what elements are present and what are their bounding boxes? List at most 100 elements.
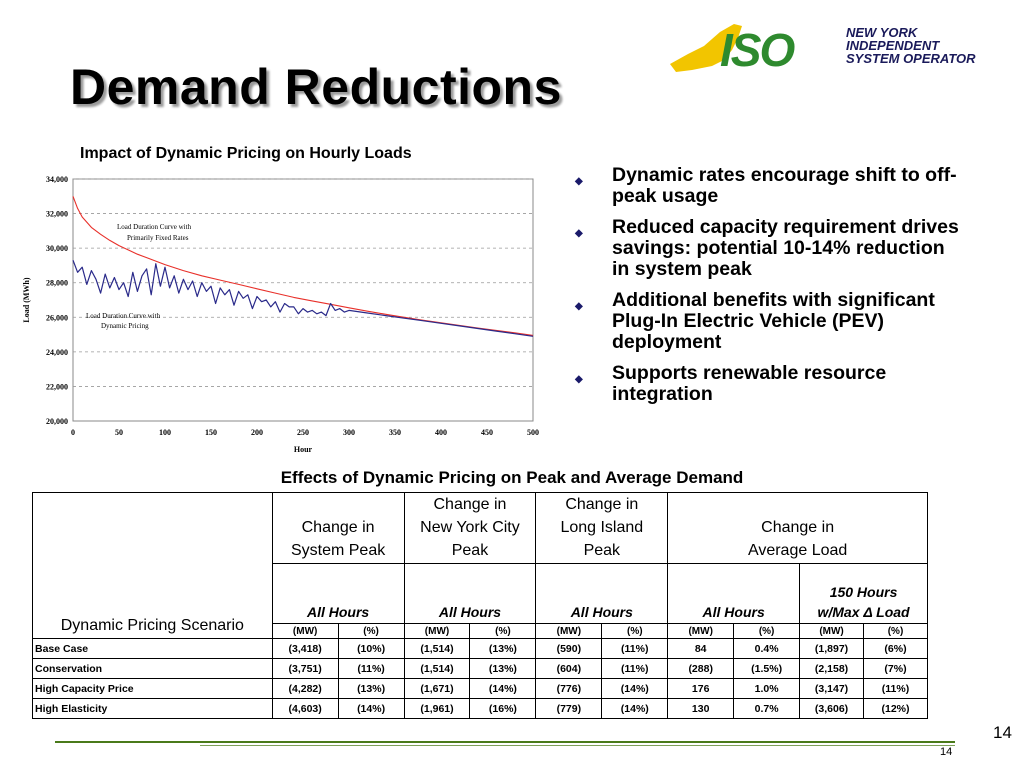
table-cell: (1,514) bbox=[403, 638, 471, 659]
subheader-cell: All Hours bbox=[667, 563, 801, 624]
table-row: Base Case (3,418) (10%) (1,514) (13%) (5… bbox=[32, 638, 928, 659]
x-tick-label: 300 bbox=[343, 428, 355, 437]
table-cell: (16%) bbox=[469, 698, 537, 719]
unit-cell: (%) bbox=[863, 623, 928, 639]
bullet-item: ◆ Additional benefits with significant Pl… bbox=[574, 290, 964, 353]
table-cell: (10%) bbox=[337, 638, 405, 659]
subheader-cell: All Hours bbox=[535, 563, 669, 624]
table-row: Conservation (3,751) (11%) (1,514) (13%)… bbox=[32, 658, 928, 679]
table-cell: 176 bbox=[667, 678, 735, 699]
unit-cell: (%) bbox=[601, 623, 669, 639]
system-peak-header: Change in System Peak bbox=[271, 492, 405, 564]
table-cell: (3,147) bbox=[799, 678, 865, 699]
bullet-text: Reduced capacity requirement drives savi… bbox=[612, 216, 959, 280]
diamond-bullet-icon: ◆ bbox=[575, 301, 583, 312]
x-tick-label: 0 bbox=[71, 428, 75, 437]
table-cell: (14%) bbox=[601, 698, 669, 719]
table-cell: (1,514) bbox=[403, 658, 471, 679]
table-cell: (288) bbox=[667, 658, 735, 679]
table-cell: (3,418) bbox=[271, 638, 339, 659]
row-label: High Elasticity bbox=[32, 698, 273, 719]
logo-iso-text: ISO bbox=[720, 24, 795, 76]
x-tick-label: 200 bbox=[251, 428, 263, 437]
table-cell: (6%) bbox=[863, 638, 928, 659]
y-tick-label: 22,000 bbox=[46, 382, 68, 391]
table-cell: 1.0% bbox=[733, 678, 801, 699]
scenario-header: Dynamic Pricing Scenario bbox=[32, 492, 273, 639]
table-cell: (13%) bbox=[337, 678, 405, 699]
subheader-cell: All Hours bbox=[271, 563, 405, 624]
logo-line-2: INDEPENDENT bbox=[846, 38, 940, 53]
footer-divider-thin bbox=[200, 745, 955, 746]
table-cell: 0.7% bbox=[733, 698, 801, 719]
y-tick-label: 20,000 bbox=[46, 417, 68, 426]
x-tick-label: 150 bbox=[205, 428, 217, 437]
hourly-load-chart: 20,000 22,000 24,000 26,000 28,000 30,000 32,0… bbox=[22, 175, 539, 454]
unit-cell: (MW) bbox=[535, 623, 603, 639]
bullet-text: Dynamic rates encourage shift to off-pea… bbox=[612, 164, 957, 207]
x-tick-label: 50 bbox=[115, 428, 123, 437]
chart-annotation: Dynamic Pricing bbox=[101, 322, 149, 330]
table-cell: (14%) bbox=[601, 678, 669, 699]
table-row: High Capacity Price (4,282) (13%) (1,671… bbox=[32, 678, 928, 699]
table-cell: (3,606) bbox=[799, 698, 865, 719]
x-tick-label: 450 bbox=[481, 428, 493, 437]
average-load-header: Change in Average Load bbox=[667, 492, 928, 564]
y-axis-label: Load (MWh) bbox=[22, 277, 31, 322]
table-cell: (776) bbox=[535, 678, 603, 699]
table-cell: (11%) bbox=[337, 658, 405, 679]
logo-text: NEW YORK INDEPENDENT SYSTEM OPERATOR bbox=[846, 26, 976, 65]
unit-cell: (MW) bbox=[271, 623, 339, 639]
x-tick-label: 100 bbox=[159, 428, 171, 437]
row-label: Conservation bbox=[32, 658, 273, 679]
y-tick-label: 30,000 bbox=[46, 244, 68, 253]
table-cell: (13%) bbox=[469, 658, 537, 679]
logo-line-1: NEW YORK bbox=[846, 25, 918, 40]
y-tick-label: 32,000 bbox=[46, 210, 68, 219]
table-row: High Elasticity (4,603) (14%) (1,961) (1… bbox=[32, 698, 928, 719]
series-dynamic-pricing-line bbox=[72, 259, 534, 337]
table-cell: 130 bbox=[667, 698, 735, 719]
table-cell: (4,282) bbox=[271, 678, 339, 699]
table-cell: (4,603) bbox=[271, 698, 339, 719]
y-tick-label: 26,000 bbox=[46, 313, 68, 322]
table-cell: (1,897) bbox=[799, 638, 865, 659]
unit-cell: (MW) bbox=[799, 623, 865, 639]
bullet-text: Supports renewable resource integration bbox=[612, 362, 887, 405]
bullet-list: ◆ Dynamic rates encourage shift to off-pe… bbox=[574, 165, 964, 415]
table-cell: (11%) bbox=[601, 638, 669, 659]
row-label: High Capacity Price bbox=[32, 678, 273, 699]
chart-annotation: Load Duration Curve with bbox=[86, 312, 161, 320]
table-cell: (13%) bbox=[469, 638, 537, 659]
table-cell: (604) bbox=[535, 658, 603, 679]
page-title: Demand Reductions bbox=[70, 59, 562, 115]
page-number: 14 bbox=[993, 723, 1012, 742]
x-tick-label: 350 bbox=[389, 428, 401, 437]
table-header-row: Dynamic Pricing Scenario Change in System… bbox=[32, 492, 928, 639]
unit-cell: (MW) bbox=[403, 623, 471, 639]
chart-annotation: Load Duration Curve with bbox=[117, 223, 192, 231]
table-cell: (1,671) bbox=[403, 678, 471, 699]
nyiso-logo: ISO NEW YORK INDEPENDENT SYSTEM OPERATOR bbox=[668, 20, 998, 80]
nyiso-logo-mark: ISO bbox=[670, 24, 797, 76]
diamond-bullet-icon: ◆ bbox=[575, 374, 583, 385]
bullet-item: ◆ Reduced capacity requirement drives sav… bbox=[574, 217, 964, 280]
x-tick-label: 500 bbox=[527, 428, 539, 437]
table-cell: 84 bbox=[667, 638, 735, 659]
subheader-cell: All Hours bbox=[403, 563, 537, 624]
table-cell: (7%) bbox=[863, 658, 928, 679]
subheader-cell-150-hours: 150 Hours w/Max Δ Load bbox=[799, 563, 928, 624]
diamond-bullet-icon: ◆ bbox=[575, 176, 583, 187]
table-cell: (11%) bbox=[863, 678, 928, 699]
table-cell: (3,751) bbox=[271, 658, 339, 679]
diamond-bullet-icon: ◆ bbox=[575, 228, 583, 239]
chart-annotation: Primarily Fixed Rates bbox=[127, 234, 189, 242]
table-cell: (14%) bbox=[469, 678, 537, 699]
y-tick-label: 28,000 bbox=[46, 279, 68, 288]
chart-title: Impact of Dynamic Pricing on Hourly Load… bbox=[80, 145, 412, 162]
table-cell: (2,158) bbox=[799, 658, 865, 679]
unit-cell: (%) bbox=[337, 623, 405, 639]
plot-area bbox=[72, 178, 534, 422]
table-subheader-row: All Hours All Hours All Hours All Hours … bbox=[33, 563, 928, 624]
table-cell: (779) bbox=[535, 698, 603, 719]
